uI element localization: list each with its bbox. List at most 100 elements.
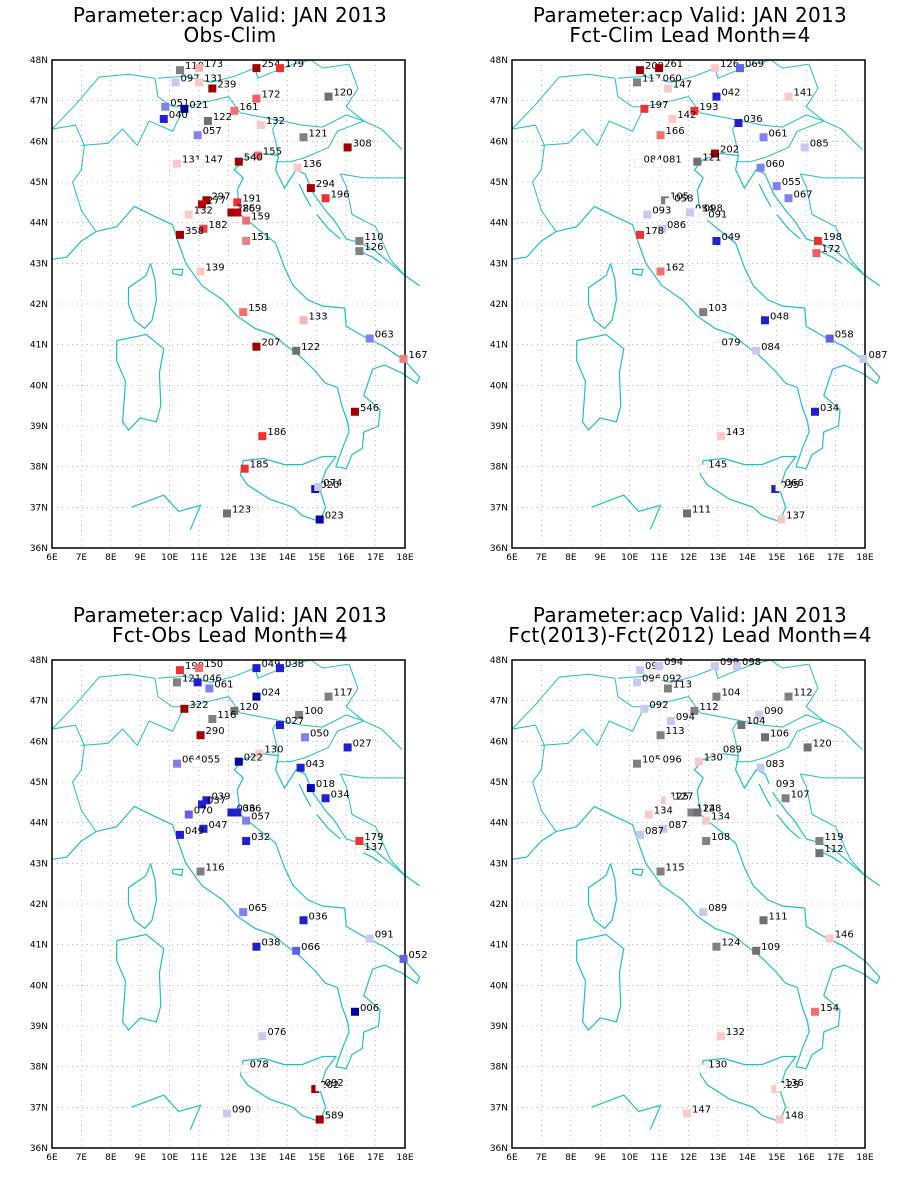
station-value: 150 xyxy=(204,659,223,670)
station-marker xyxy=(399,954,408,963)
border-line xyxy=(203,696,364,728)
station-marker xyxy=(810,1007,819,1016)
station-value: 060 xyxy=(766,159,785,170)
station-value: 122 xyxy=(213,112,232,123)
coastline xyxy=(591,1094,662,1130)
station-value: 589 xyxy=(325,1111,344,1122)
station-value: 112 xyxy=(794,688,813,699)
station-value: 036 xyxy=(309,911,328,922)
station-value: 147 xyxy=(673,79,692,90)
station-marker xyxy=(694,757,703,766)
station-marker xyxy=(292,346,301,355)
coastline xyxy=(734,755,881,887)
station-value: 079 xyxy=(721,338,740,349)
station-value: 048 xyxy=(770,311,789,322)
station-marker xyxy=(196,731,205,740)
coastlines xyxy=(511,59,881,530)
lon-tick-label: 13E xyxy=(709,1153,726,1163)
lon-tick-label: 14E xyxy=(739,1153,756,1163)
lon-tick-label: 18E xyxy=(396,553,413,563)
station-marker xyxy=(633,759,642,768)
station-value: 158 xyxy=(248,303,267,314)
station-marker xyxy=(275,721,284,730)
panel-subtitle: Fct-Obs Lead Month=4 xyxy=(112,623,348,647)
station-value: 087 xyxy=(645,826,664,837)
station-marker xyxy=(702,816,711,825)
station-value: 132 xyxy=(194,206,213,217)
station-value: 159 xyxy=(251,212,270,223)
station-marker xyxy=(640,104,649,113)
station-value: 133 xyxy=(309,311,328,322)
coastline xyxy=(555,752,881,1070)
station-marker xyxy=(643,210,652,219)
station-marker xyxy=(759,916,768,925)
lat-tick-label: 40N xyxy=(490,381,508,391)
station-value: 191 xyxy=(242,193,261,204)
station-marker xyxy=(660,196,669,205)
lat-tick-label: 38N xyxy=(30,1063,48,1073)
station-value: 065 xyxy=(248,903,267,914)
station-value: 285 xyxy=(236,204,255,215)
border-line xyxy=(275,720,403,763)
station-value: 143 xyxy=(726,427,745,438)
station-value: 123 xyxy=(232,504,251,515)
station-value: 084 xyxy=(695,204,714,215)
station-value: 067 xyxy=(794,189,813,200)
coastline xyxy=(632,268,644,277)
station-value: 061 xyxy=(769,128,788,139)
station-marker xyxy=(199,224,208,233)
lat-tick-label: 37N xyxy=(490,503,508,513)
coastline xyxy=(776,214,801,240)
lon-tick-label: 11E xyxy=(191,553,208,563)
coastline xyxy=(239,455,338,523)
coastline xyxy=(51,231,97,260)
station-marker xyxy=(698,464,708,473)
lat-tick-label: 45N xyxy=(490,778,508,788)
station-marker xyxy=(775,1082,784,1092)
station-value: 148 xyxy=(785,1111,804,1122)
coastline xyxy=(127,263,158,330)
lat-tick-label: 48N xyxy=(490,656,508,666)
border-line xyxy=(511,73,616,130)
station-marker xyxy=(324,692,333,701)
station-value: 112 xyxy=(824,844,843,855)
station-marker xyxy=(242,236,251,245)
station-value: 042 xyxy=(721,88,740,99)
coastline xyxy=(298,183,312,207)
station-marker xyxy=(252,64,261,73)
station-marker xyxy=(315,515,324,524)
station-value: 063 xyxy=(375,330,394,341)
station-value: 182 xyxy=(208,220,227,231)
station-value: 134 xyxy=(654,806,673,817)
station-value: 178 xyxy=(645,226,664,237)
lat-tick-label: 36N xyxy=(30,544,48,554)
station-value: 127 xyxy=(674,791,693,802)
lat-tick-label: 44N xyxy=(30,819,48,829)
station-value: 137 xyxy=(786,511,805,522)
coastline xyxy=(587,863,618,930)
coastline xyxy=(127,863,158,930)
lon-tick-label: 13E xyxy=(249,1153,266,1163)
coastline xyxy=(734,155,881,287)
station-value: 100 xyxy=(304,706,323,717)
lat-tick-label: 36N xyxy=(490,544,508,554)
station-value: 040 xyxy=(169,110,188,121)
lat-tick-label: 37N xyxy=(30,1103,48,1113)
station-marker xyxy=(239,308,248,317)
station-value: 122 xyxy=(301,342,320,353)
station-marker xyxy=(230,706,239,715)
coastline xyxy=(699,1055,798,1123)
panel-fct-obs: Parameter:acp Valid: JAN 2013 Fct-Obs Le… xyxy=(0,600,460,1200)
lon-tick-label: 18E xyxy=(396,1153,413,1163)
station-value: 104 xyxy=(721,688,740,699)
station-marker xyxy=(300,733,309,742)
coastlines xyxy=(51,659,421,1130)
station-marker xyxy=(683,509,692,518)
lat-tick-label: 44N xyxy=(490,219,508,229)
station-value: 172 xyxy=(821,244,840,255)
station-marker xyxy=(315,1082,324,1092)
border-line xyxy=(800,173,865,179)
station-marker xyxy=(296,763,305,772)
border-line xyxy=(799,173,866,276)
station-value: 130 xyxy=(708,1060,727,1071)
